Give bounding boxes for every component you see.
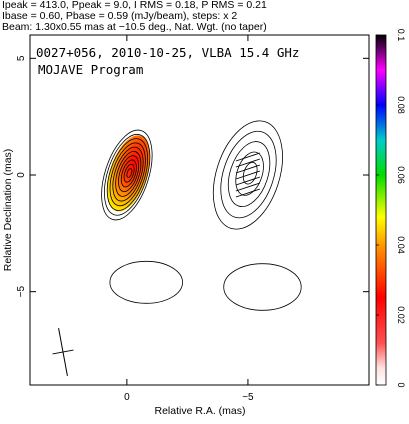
plot-title: 0027+056, 2010-10-25, VLBA 15.4 GHz bbox=[36, 45, 299, 60]
polarization-contour bbox=[227, 141, 271, 207]
colorbar-tick-label: 0.08 bbox=[396, 96, 406, 114]
y-tick-label: −5 bbox=[16, 286, 27, 298]
total-intensity-contour bbox=[115, 151, 142, 197]
header-line-2: Ibase = 0.60, Pbase = 0.59 (mJy/beam), s… bbox=[2, 10, 238, 22]
total-intensity-contour bbox=[123, 163, 135, 183]
contour-layer bbox=[52, 120, 302, 376]
x-axis-label: Relative R.A. (mas) bbox=[154, 405, 245, 417]
header-line-1: Ipeak = 413.0, Ppeak = 9.0, I RMS = 0.18… bbox=[2, 0, 267, 11]
total-intensity-contour bbox=[106, 138, 149, 211]
y-axis-label: Relative Declination (mas) bbox=[2, 149, 14, 272]
colorbar bbox=[375, 34, 387, 386]
colorbar-tick-label: 0.02 bbox=[396, 306, 406, 324]
polarization-vector bbox=[235, 152, 261, 162]
total-intensity-contour bbox=[118, 155, 140, 193]
beam-minor-axis bbox=[52, 349, 74, 355]
colorbar-tick-label: 0.1 bbox=[396, 29, 406, 42]
total-intensity-contour bbox=[120, 159, 137, 188]
polarization-vector bbox=[235, 158, 261, 168]
intensity-color-fill bbox=[106, 135, 150, 212]
colorbar-tick-label: 0.04 bbox=[396, 236, 406, 254]
polarization-contour bbox=[212, 120, 283, 230]
header-line-3: Beam: 1.30x0.55 mas at −10.5 deg., Nat. … bbox=[2, 21, 267, 33]
plot-subtitle: MOJAVE Program bbox=[38, 62, 143, 77]
total-intensity-contour bbox=[109, 142, 146, 207]
polarization-vector bbox=[235, 182, 261, 192]
polarization-vector bbox=[235, 164, 261, 174]
polarization-extended-contour bbox=[223, 263, 302, 311]
total-intensity-contour bbox=[101, 129, 153, 221]
tick-marks: 0 −5 5 0 −5 bbox=[16, 35, 369, 403]
polarization-vector bbox=[235, 188, 261, 198]
polarization-vector bbox=[235, 176, 261, 186]
total-intensity-contour bbox=[126, 168, 133, 178]
x-tick-label: −5 bbox=[242, 392, 254, 403]
colorbar-tick-label: 0.06 bbox=[396, 166, 406, 184]
x-tick-label: 0 bbox=[124, 392, 130, 403]
total-intensity-contour bbox=[104, 133, 151, 216]
polarization-contour bbox=[242, 161, 258, 185]
colorbar-tick-label: 0 bbox=[396, 382, 406, 387]
polarization-vector bbox=[235, 170, 261, 180]
total-intensity-contour bbox=[112, 146, 144, 202]
polarization-contour bbox=[220, 130, 277, 219]
colorbar-ticks: 0 0.02 0.04 0.06 0.08 0.1 bbox=[376, 29, 406, 388]
plot-frame bbox=[29, 34, 370, 386]
y-tick-label: 5 bbox=[16, 55, 27, 61]
total-intensity-extended-contour bbox=[109, 260, 183, 304]
y-tick-label: 0 bbox=[16, 172, 27, 178]
